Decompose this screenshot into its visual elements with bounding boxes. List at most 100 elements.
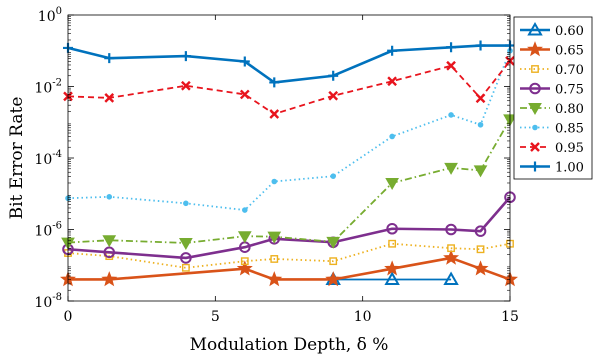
series-line [67,60,511,115]
data-point [389,133,395,140]
data-point [101,271,118,287]
series-line [67,196,511,260]
data-point [328,70,339,81]
data-point [476,245,485,254]
legend-marker [527,21,543,36]
legend-label: 0.95 [555,141,584,156]
data-point [103,246,116,259]
data-point [240,257,249,266]
data-point [180,51,191,62]
x-tick-label: 10 [354,309,372,325]
data-point [443,271,459,285]
legend-item: 0.60 [520,21,584,39]
x-tick-label: 5 [211,309,220,325]
data-point [179,237,193,250]
legend-item: 0.80 [520,102,584,117]
plot-area [68,15,510,301]
legend-marker [530,161,540,172]
y-axis-title: Bit Error Rate [7,97,27,220]
ticks-layer: 0 5 10 15 10-8 10-6 10-4 10-2 100 [34,6,518,325]
legend-marker [530,142,540,152]
series-line [67,118,511,244]
legend-box [513,16,593,180]
series-line [67,44,510,84]
legend-marker [528,103,542,116]
data-point [475,93,486,104]
data-point [329,257,338,266]
y-tick-label: 10-6 [34,221,62,240]
series-0-65 [60,249,518,287]
data-point [266,271,283,287]
data-point [328,90,339,101]
legend-marker [531,65,539,73]
data-point [384,271,400,285]
data-point [388,239,397,248]
data-point [270,255,279,263]
data-point [181,80,191,91]
data-point [106,194,113,200]
legend-item: 0.85 [520,122,584,137]
data-point [384,260,401,276]
data-point [269,77,280,88]
data-point [443,249,460,265]
data-point [271,178,278,185]
legend-label: 0.70 [555,63,584,78]
data-point [239,56,250,67]
data-point [387,45,398,56]
x-axis-title: Modulation Depth, δ % [190,335,389,355]
data-point [267,231,282,244]
series-0-95 [63,56,515,119]
y-tick-label: 10-4 [34,149,62,168]
legend: 0.60 0.65 0.70 0.75 0.80 0.85 0.95 1.00 [513,16,593,180]
y-tick-label: 100 [38,6,62,25]
series-line [67,242,511,269]
legend-label: 0.85 [555,122,584,137]
data-point [477,121,484,128]
data-point [444,162,458,175]
legend-item: 0.65 [520,41,584,59]
data-point [102,235,117,248]
legend-label: 0.65 [555,44,584,59]
legend-item: 0.75 [520,83,584,98]
legend-label: 0.75 [555,83,584,98]
legend-label: 0.60 [555,24,584,39]
data-point [448,112,454,118]
data-point [236,260,253,276]
data-point [104,93,115,103]
series-line [67,50,511,211]
legend-marker [532,124,538,131]
legend-label: 0.80 [555,102,584,117]
data-point [237,231,252,244]
data-point [473,165,488,178]
legend-marker [529,82,541,95]
y-tick-label: 10-2 [34,78,62,97]
y-tick-label: 10-8 [34,292,62,311]
series-layer [60,40,518,287]
data-point [183,200,189,207]
x-tick-label: 0 [64,309,73,325]
data-point [269,109,280,119]
legend-item: 0.95 [520,141,584,156]
legend-marker [527,41,543,57]
data-point [385,177,399,190]
data-point [181,263,190,272]
data-point [330,173,337,179]
data-point [386,222,398,235]
data-point [239,89,250,100]
data-point [104,53,115,64]
data-point [387,76,397,87]
x-tick-label: 15 [501,309,519,325]
data-point [472,260,489,276]
data-point [326,236,341,249]
legend-label: 1.00 [555,161,584,176]
data-point [445,223,457,236]
data-point [446,60,456,71]
data-point [475,40,486,51]
data-point [325,271,342,287]
data-point [180,252,192,264]
data-point [474,225,487,237]
data-point [242,207,248,213]
series-1-00 [63,40,515,88]
data-point [446,42,457,53]
